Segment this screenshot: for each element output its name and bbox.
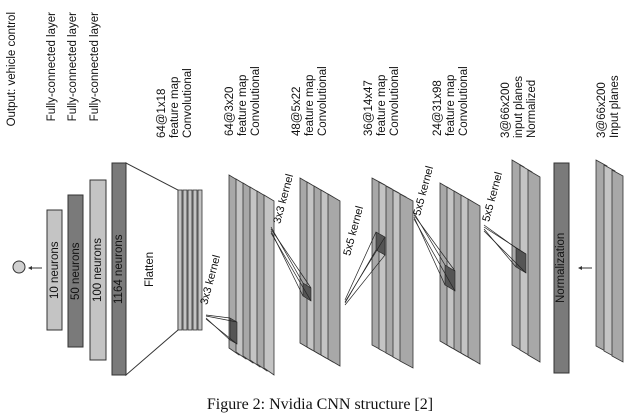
- label-fc-3: Fully-connected layer: [89, 12, 101, 122]
- block-label-10: 10 neurons: [49, 241, 61, 299]
- label-conv1: Convolutional feature map 24@31x98: [432, 66, 470, 136]
- kernel-connection-3: [344, 231, 386, 306]
- block-label-normalization: Normalization: [555, 232, 567, 304]
- block-label-1164: 1164 neurons: [113, 234, 125, 304]
- label-output: Output: vehicle control: [6, 12, 18, 127]
- fc-block-100: [89, 179, 107, 361]
- conv4-stack: [228, 174, 275, 376]
- kernel-connection-5: [483, 224, 527, 274]
- output-node: [12, 260, 26, 274]
- label-fc-2: Fully-connected layer: [67, 12, 79, 122]
- label-conv5: Convolutional feature map 64@1x18: [156, 68, 194, 138]
- block-label-50: 50 neurons: [70, 242, 82, 300]
- conv3-stack: [299, 177, 341, 367]
- kernel-connection-2: [270, 226, 312, 302]
- label-conv4: Convolutional feature map 64@3x20: [224, 66, 262, 136]
- fc-block-10: [46, 209, 63, 331]
- figure-caption: Figure 2: Nvidia CNN structure [2]: [206, 396, 434, 413]
- fc-block-50: [67, 194, 84, 348]
- output-arrow-head: [28, 266, 32, 270]
- label-conv3: Convolutional feature map 48@5x22: [291, 66, 329, 136]
- label-conv2: Convolutional feature map 36@14x47: [363, 66, 401, 136]
- normalization-block: [553, 162, 570, 374]
- block-label-flatten: Flatten: [144, 251, 156, 287]
- normalization-arrow-head: [578, 266, 582, 270]
- kernel-connection-1: [205, 314, 238, 345]
- label-normalized: Normalized input planes 3@66x200: [500, 75, 538, 138]
- input-planes-stack: [595, 159, 624, 363]
- conv1-stack: [439, 182, 481, 365]
- conv2-stack: [371, 177, 414, 369]
- kernel-connection-4: [413, 212, 456, 292]
- conv5-stack: [177, 189, 203, 331]
- label-fc-1: Fully-connected layer: [46, 12, 58, 122]
- block-label-100: 100 neurons: [92, 238, 104, 302]
- label-input: Input planes 3@66x200: [596, 75, 621, 138]
